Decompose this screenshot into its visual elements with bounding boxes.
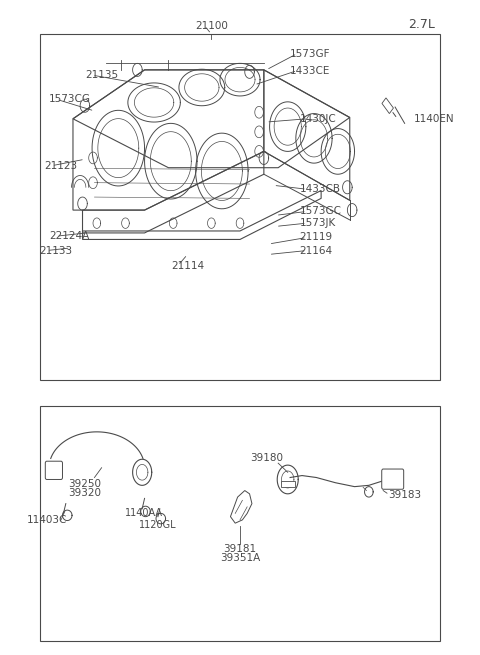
Text: 1573GC: 1573GC (300, 206, 342, 216)
Text: 11403C: 11403C (26, 515, 67, 525)
Text: 1120GL: 1120GL (139, 520, 177, 530)
Text: 1140AA: 1140AA (125, 508, 163, 518)
Text: 1140EN: 1140EN (414, 114, 455, 124)
Text: 1573GF: 1573GF (290, 48, 331, 58)
Text: 2.7L: 2.7L (408, 18, 435, 31)
Text: 39320: 39320 (69, 487, 101, 498)
Text: 21133: 21133 (39, 246, 72, 255)
Text: 39351A: 39351A (220, 553, 260, 563)
Text: 39180: 39180 (250, 453, 283, 463)
Text: 1433CE: 1433CE (290, 66, 331, 75)
Text: 21123: 21123 (44, 160, 77, 171)
Bar (281, 481, 295, 487)
Text: 1430JC: 1430JC (300, 114, 336, 124)
Text: 39181: 39181 (223, 544, 257, 554)
Bar (39, 405, 441, 641)
Text: 21135: 21135 (85, 70, 118, 80)
Text: 22124A: 22124A (49, 231, 89, 241)
Text: 21114: 21114 (171, 261, 204, 271)
FancyBboxPatch shape (45, 461, 62, 479)
FancyBboxPatch shape (382, 469, 404, 489)
Text: 1573CG: 1573CG (49, 94, 91, 104)
Text: 21164: 21164 (300, 246, 333, 255)
Bar (382, 98, 394, 113)
Text: 21100: 21100 (195, 20, 228, 31)
Text: 1433CB: 1433CB (300, 184, 341, 195)
Text: 1573JK: 1573JK (300, 218, 336, 228)
Text: 39250: 39250 (69, 479, 101, 489)
Bar (39, 34, 441, 380)
Text: 39183: 39183 (388, 490, 421, 500)
Text: 21119: 21119 (300, 233, 333, 242)
